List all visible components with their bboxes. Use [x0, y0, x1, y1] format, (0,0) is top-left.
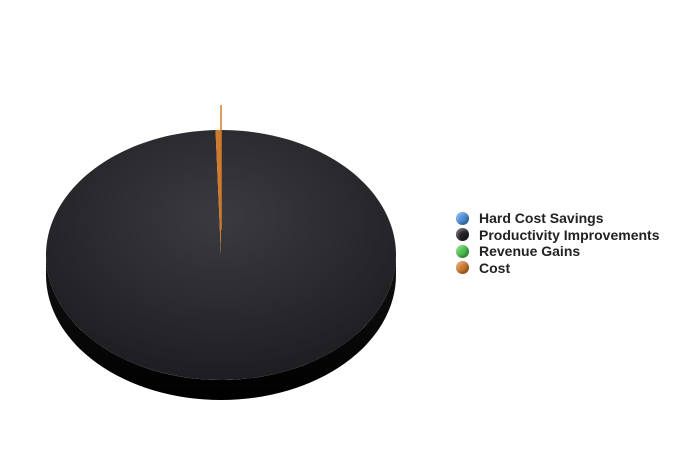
- pie-slice-cost[interactable]: [215, 130, 221, 255]
- legend-label: Productivity Improvements: [479, 226, 660, 243]
- pie-top-face: [45, 105, 396, 381]
- legend-label: Hard Cost Savings: [479, 210, 604, 227]
- legend-item[interactable]: Cost: [456, 260, 660, 277]
- legend-label: Revenue Gains: [479, 243, 581, 260]
- pie-side-wall: [46, 255, 396, 400]
- legend-item[interactable]: Revenue Gains: [456, 243, 660, 260]
- pie-side-surface: [46, 255, 396, 400]
- legend-marker-icon: [456, 228, 469, 242]
- legend-item[interactable]: Productivity Improvements: [456, 227, 660, 244]
- legend-marker-icon: [456, 211, 469, 225]
- legend-label: Cost: [479, 259, 511, 276]
- pie-slice-productivity-improvements[interactable]: [45, 130, 396, 381]
- legend-marker-icon: [456, 244, 469, 258]
- legend-marker-icon: [456, 261, 469, 275]
- legend-item[interactable]: Hard Cost Savings: [456, 210, 660, 227]
- chart-legend: Hard Cost Savings Productivity Improvemen…: [456, 210, 660, 276]
